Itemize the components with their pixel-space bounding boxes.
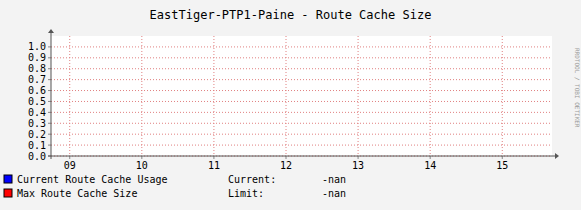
legend-stat-value: -nan (322, 188, 346, 199)
legend-label: Current Route Cache Usage (17, 174, 168, 185)
legend-swatch (4, 175, 12, 183)
y-tick-label: 0.1 (28, 140, 46, 151)
x-tick-label: 14 (424, 160, 436, 171)
plot-area (51, 36, 552, 156)
y-tick-label: 0.5 (28, 96, 46, 107)
grid-line (430, 36, 431, 156)
grid-line (51, 145, 552, 146)
y-tick-label: 1.0 (28, 41, 46, 52)
grid-line (51, 90, 552, 91)
grid-line (51, 79, 552, 80)
background (0, 0, 581, 210)
grid-line (51, 123, 552, 124)
chart: EastTiger-PTP1-Paine - Route Cache Size R… (0, 0, 581, 210)
legend-swatch (4, 189, 12, 197)
y-tick-label: 0.4 (28, 107, 46, 118)
y-axis (51, 33, 52, 159)
y-tick-label: 0.9 (28, 52, 46, 63)
grid-line (502, 36, 503, 156)
x-tick-label: 13 (352, 160, 364, 171)
grid-line (51, 57, 552, 58)
grid-line (51, 112, 552, 113)
y-tick-label: 0.6 (28, 85, 46, 96)
y-tick-label: 0.0 (28, 151, 46, 162)
grid-line (51, 68, 552, 69)
legend-stat-value: -nan (322, 174, 346, 185)
grid-line (213, 36, 214, 156)
grid-line (286, 36, 287, 156)
y-axis-arrow (48, 29, 54, 33)
y-tick-label: 0.7 (28, 74, 46, 85)
y-tick-label: 0.8 (28, 63, 46, 74)
grid-line (51, 101, 552, 102)
grid-line (69, 36, 70, 156)
legend-stat-label: Current: (228, 174, 276, 185)
x-axis-arrow (555, 153, 559, 159)
x-tick-label: 12 (280, 160, 292, 171)
x-tick-label: 09 (64, 160, 76, 171)
y-tick-label: 0.3 (28, 118, 46, 129)
legend-stat-label: Limit: (228, 188, 264, 199)
x-axis (48, 156, 555, 157)
legend-label: Max Route Cache Size (17, 188, 137, 199)
x-tick-label: 15 (496, 160, 508, 171)
grid-line (358, 36, 359, 156)
y-tick-label: 0.2 (28, 129, 46, 140)
grid-line (51, 134, 552, 135)
title: EastTiger-PTP1-Paine - Route Cache Size (150, 8, 432, 22)
x-tick-label: 10 (136, 160, 148, 171)
grid-line (51, 46, 552, 47)
annotation: RRDTOOL / TOBI OETIKER (574, 48, 581, 128)
x-tick-label: 11 (208, 160, 220, 171)
grid-line (141, 36, 142, 156)
